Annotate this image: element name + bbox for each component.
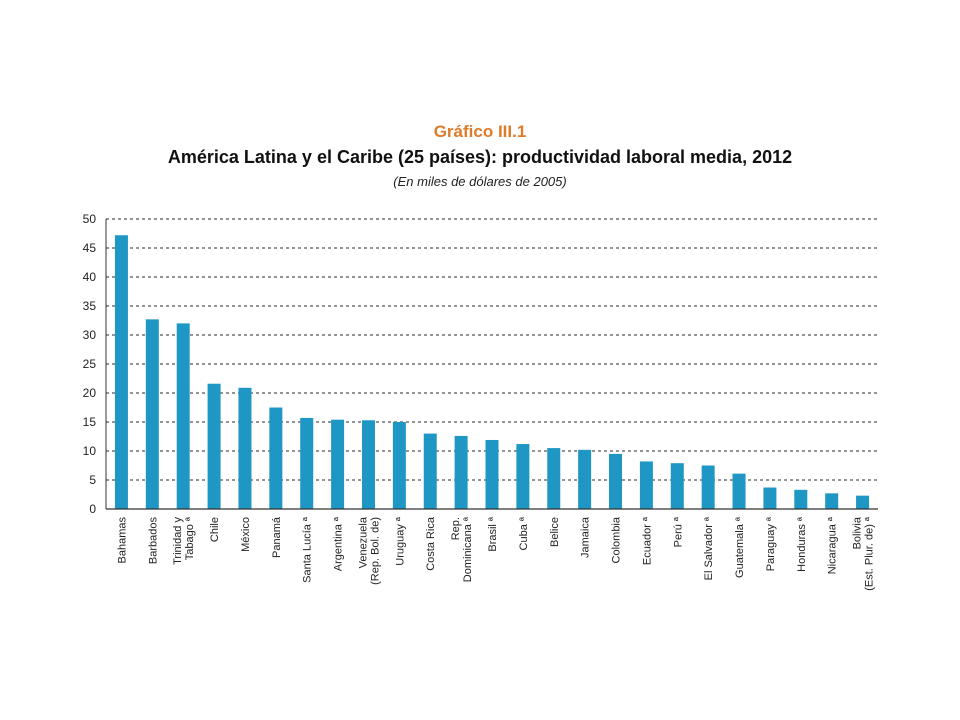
bar	[145, 319, 159, 509]
x-tick-label-line: Nicaragua ª	[827, 516, 839, 574]
x-tick-label-line: Brasil ª	[487, 516, 499, 552]
x-tick-label: Perú ª	[672, 516, 684, 547]
y-tick-label: 40	[83, 270, 97, 284]
y-axis: 0 5 10 15 20 25 30 35 40 45 50	[83, 212, 107, 516]
x-tick-label-line: Argentina ª	[333, 516, 345, 571]
x-tick-label: Guatemala ª	[734, 516, 746, 578]
x-tick-label: Barbados	[147, 517, 159, 565]
bar	[578, 449, 592, 509]
x-tick-label-line: Tabago ª	[184, 516, 196, 560]
y-tick-label: 25	[83, 357, 97, 371]
x-tick-label-line: (Rep. Bol. de)	[369, 517, 381, 585]
x-tick-label-line: Chile	[209, 517, 221, 542]
chart-subtitle: (En miles de dólares de 2005)	[393, 174, 567, 189]
x-tick-label: Brasil ª	[487, 516, 499, 552]
bar	[361, 420, 375, 509]
y-tick-label: 0	[89, 502, 96, 516]
x-tick-label: Trinidad y Tabago ª	[172, 516, 196, 565]
bar	[639, 461, 653, 509]
x-tick-label-line: Jamaica	[580, 516, 592, 558]
x-tick-label: Ecuador ª	[641, 516, 653, 565]
bar	[609, 453, 623, 509]
x-tick-label: México	[240, 517, 252, 552]
x-tick-label-line: México	[240, 517, 252, 552]
x-tick-label-line: (Est. Plur. de) ª	[864, 516, 876, 591]
x-tick-label-line: Honduras ª	[796, 516, 808, 572]
y-tick-label: 30	[83, 328, 97, 342]
y-tick-label: 50	[83, 212, 97, 226]
x-tick-label-line: Panamá	[271, 516, 283, 558]
x-tick-label-line: Costa Rica	[425, 516, 437, 571]
bar	[392, 422, 406, 509]
bar	[331, 419, 345, 509]
x-tick-label-line: Rep.	[450, 517, 462, 540]
bar	[856, 495, 870, 509]
x-tick-label-line: El Salvador ª	[703, 516, 715, 580]
x-tick-label-line: Barbados	[147, 517, 159, 565]
bar	[300, 417, 314, 509]
bar	[547, 448, 561, 509]
x-tick-label: Honduras ª	[796, 516, 808, 572]
x-tick-label-line: Perú ª	[672, 516, 684, 547]
x-tick-label: Bahamas	[116, 517, 128, 564]
x-tick-label: Jamaica	[580, 516, 592, 558]
y-tick-label: 15	[83, 415, 97, 429]
bar	[423, 433, 437, 509]
y-tick-label: 35	[83, 299, 97, 313]
x-tick-label-line: Belice	[549, 517, 561, 547]
x-tick-label-line: Trinidad y	[172, 517, 184, 565]
x-tick-label: Argentina ª	[333, 516, 345, 571]
x-tick-label: Paraguay ª	[765, 516, 777, 571]
bar	[825, 493, 839, 509]
x-tick-label-line: Dominicana ª	[462, 516, 474, 582]
x-tick-label: Belice	[549, 517, 561, 547]
x-tick-label: Nicaragua ª	[827, 516, 839, 574]
bar	[763, 487, 777, 509]
x-tick-label-line: Santa Lucía ª	[302, 516, 314, 583]
bar	[485, 439, 499, 509]
x-tick-label-line: Bolivia	[852, 516, 864, 549]
bar	[670, 463, 684, 509]
y-tick-label: 5	[89, 473, 96, 487]
x-tick-label: Cuba ª	[518, 516, 530, 550]
x-tick-label-line: Paraguay ª	[765, 516, 777, 571]
bar	[238, 387, 252, 509]
x-tick-label-line: Colombia	[611, 516, 623, 563]
x-tick-label-line: Venezuela	[357, 516, 369, 568]
bar	[207, 383, 221, 509]
x-tick-label: Santa Lucía ª	[302, 516, 314, 583]
x-tick-label-line: Cuba ª	[518, 516, 530, 550]
bar	[516, 444, 530, 509]
bar	[732, 473, 746, 509]
y-tick-label: 10	[83, 444, 97, 458]
bar	[701, 465, 715, 509]
bar	[794, 489, 808, 509]
bar	[269, 407, 283, 509]
y-tick-label: 20	[83, 386, 97, 400]
bar	[454, 435, 468, 509]
chart-label: Gráfico III.1	[433, 122, 527, 141]
bar	[176, 323, 190, 509]
x-axis: Bahamas Barbados Trinidad y Tabago ª Chile Mé…	[106, 508, 878, 591]
x-tick-label-line: Guatemala ª	[734, 516, 746, 578]
chart-title: América Latina y el Caribe (25 países): …	[167, 147, 793, 167]
x-tick-label: Rep. Dominicana ª	[450, 516, 474, 582]
x-tick-label-line: Bahamas	[116, 517, 128, 564]
x-tick-label: Panamá	[271, 516, 283, 558]
y-tick-label: 45	[83, 241, 97, 255]
x-tick-label: Venezuela (Rep. Bol. de)	[357, 516, 381, 585]
bars	[114, 235, 870, 510]
x-tick-label-line: Ecuador ª	[641, 516, 653, 565]
x-tick-label: Uruguay ª	[394, 516, 406, 566]
x-tick-label: El Salvador ª	[703, 516, 715, 580]
bar	[114, 235, 128, 510]
x-tick-label: Chile	[209, 517, 221, 542]
x-tick-label-line: Uruguay ª	[394, 516, 406, 566]
x-tick-label: Colombia	[611, 516, 623, 563]
x-tick-label: Costa Rica	[425, 516, 437, 571]
x-tick-label: Bolivia (Est. Plur. de) ª	[852, 516, 876, 591]
